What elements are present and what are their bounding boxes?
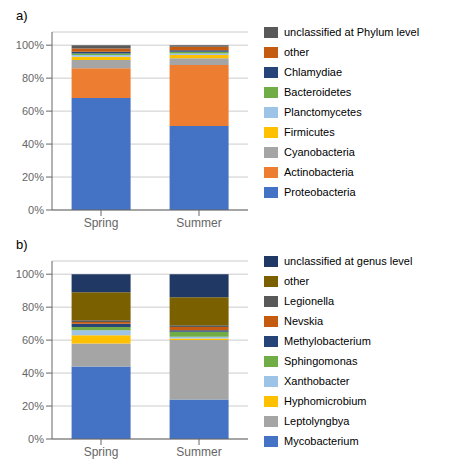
svg-text:Spring: Spring <box>84 445 119 459</box>
html-text:Sphingomonas: Sphingomonas <box>284 355 358 367</box>
svg-text:0%: 0% <box>28 433 44 445</box>
svg-text:Spring: Spring <box>84 216 119 230</box>
svg-text:40%: 40% <box>22 138 44 150</box>
html-text:Mycobacterium: Mycobacterium <box>284 435 359 447</box>
html-text:unclassified at genus level: unclassified at genus level <box>284 255 413 267</box>
svg-text:60%: 60% <box>22 105 44 117</box>
svg-text:80%: 80% <box>22 301 44 313</box>
html-text:Cyanobacteria: Cyanobacteria <box>284 146 355 158</box>
html-text:unclassified at Phylum level: unclassified at Phylum level <box>284 26 420 38</box>
svg-text:20%: 20% <box>22 171 44 183</box>
html-text:Chlamydiae: Chlamydiae <box>284 66 343 78</box>
svg-text:100%: 100% <box>16 268 44 280</box>
html-text:Firmicutes: Firmicutes <box>284 126 335 138</box>
html-text:other: other <box>284 275 310 287</box>
html-text:Proteobacteria: Proteobacteria <box>284 186 356 198</box>
svg-text:60%: 60% <box>22 334 44 346</box>
svg-text:40%: 40% <box>22 367 44 379</box>
html-text:Planctomycetes: Planctomycetes <box>284 106 362 118</box>
svg-text:Summer: Summer <box>176 216 221 230</box>
svg-text:0%: 0% <box>28 204 44 216</box>
html-text:a): a) <box>16 8 28 23</box>
html-text:Actinobacteria: Actinobacteria <box>284 166 354 178</box>
html-text:Xanthobacter: Xanthobacter <box>284 375 350 387</box>
svg-text:80%: 80% <box>22 72 44 84</box>
svg-text:20%: 20% <box>22 400 44 412</box>
html-text:Leptolyngbya: Leptolyngbya <box>284 415 350 427</box>
html-text:Methylobacterium: Methylobacterium <box>284 335 371 347</box>
html-text:b): b) <box>16 237 28 252</box>
html-text:Bacteroidetes: Bacteroidetes <box>284 86 352 98</box>
html-text:other: other <box>284 46 310 58</box>
html-text:Legionella: Legionella <box>284 295 335 307</box>
svg-text:100%: 100% <box>16 39 44 51</box>
svg-text:Summer: Summer <box>176 445 221 459</box>
html-text:Nevskia: Nevskia <box>284 315 324 327</box>
html-text:Hyphomicrobium: Hyphomicrobium <box>284 395 367 407</box>
